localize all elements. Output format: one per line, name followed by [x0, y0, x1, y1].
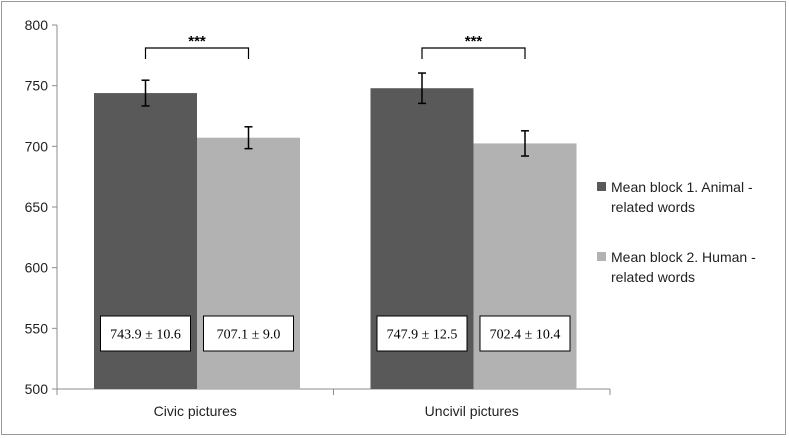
significance-bracket: [421, 47, 526, 59]
bar: [473, 143, 577, 389]
y-tick-label: 600: [25, 260, 49, 276]
data-label: 707.1 ± 9.0: [217, 328, 281, 343]
significance-bracket: [144, 47, 250, 59]
y-tick-label: 550: [25, 320, 49, 336]
y-tick-label: 500: [25, 381, 49, 397]
x-category-label: Uncivil pictures: [425, 403, 519, 419]
legend-label: Mean block 2. Human - related words: [611, 249, 756, 285]
y-tick-label: 750: [25, 78, 49, 94]
data-label: 747.9 ± 12.5: [387, 328, 458, 343]
legend-label: Mean block 1. Animal - related words: [611, 179, 753, 215]
legend-label-line: related words: [611, 199, 695, 215]
data-label: 702.4 ± 10.4: [490, 328, 561, 343]
data-label-box: [203, 315, 294, 352]
significance-marker: ***: [188, 33, 206, 50]
x-category-label: Civic pictures: [154, 403, 237, 419]
legend-label-line: related words: [611, 269, 695, 285]
data-label-box: [479, 315, 571, 352]
y-tick-label: 650: [25, 199, 49, 215]
legend-swatch: [597, 252, 606, 261]
legend-label-line: Mean block 2. Human -: [611, 249, 756, 265]
data-label-box: [100, 315, 191, 352]
y-tick-label: 800: [25, 17, 49, 33]
significance-marker: ***: [465, 33, 483, 50]
y-tick-label: 700: [25, 138, 49, 154]
legend-label-line: Mean block 1. Animal -: [611, 179, 753, 195]
legend-swatch: [597, 182, 606, 191]
data-label: 743.9 ± 10.6: [110, 328, 181, 343]
data-label-box: [376, 315, 468, 352]
